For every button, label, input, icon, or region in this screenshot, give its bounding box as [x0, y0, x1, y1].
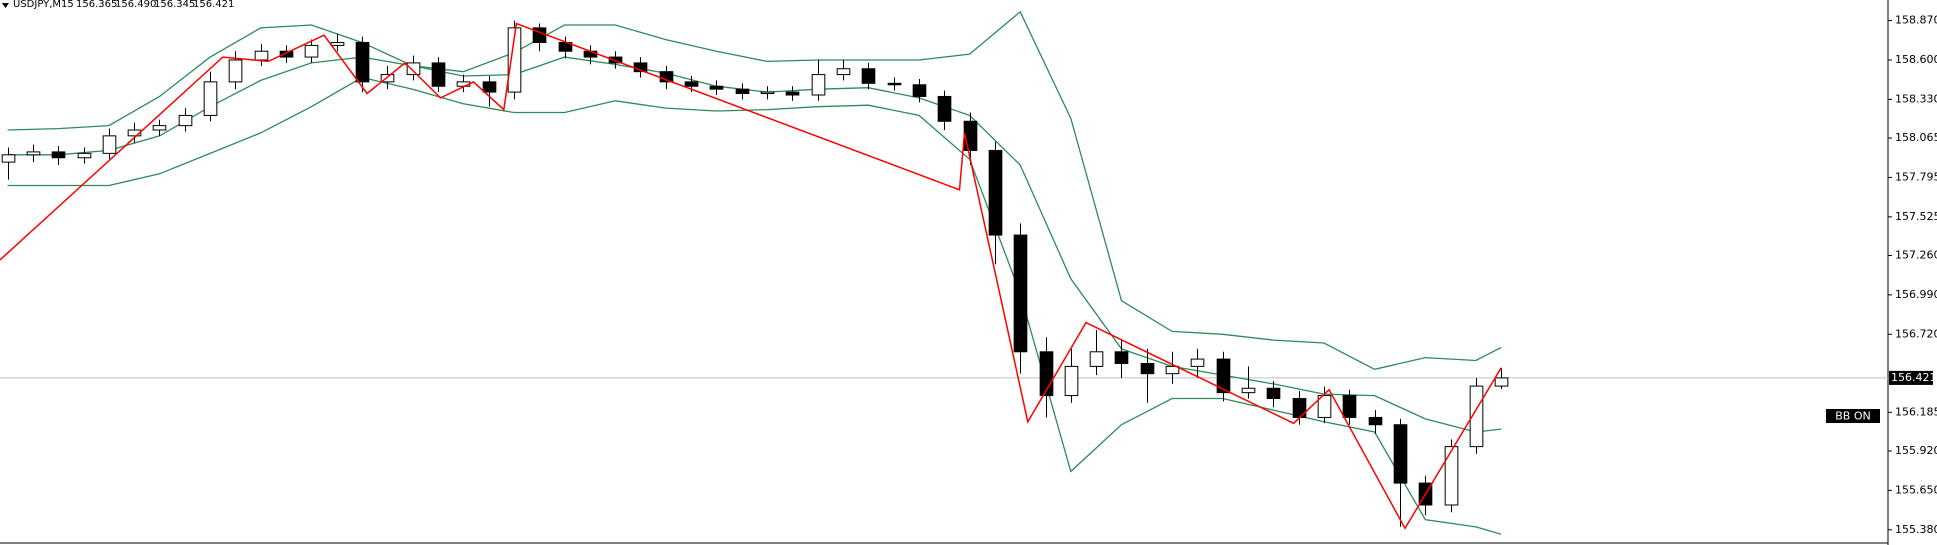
- candle-body: [912, 84, 927, 97]
- y-tick-label: 156.720: [1895, 327, 1937, 340]
- candle-body: [1165, 365, 1180, 375]
- candle-body: [1089, 351, 1104, 367]
- y-tick-label: 155.920: [1895, 444, 1937, 457]
- candle-body: [26, 151, 41, 156]
- candle-body: [1292, 397, 1307, 418]
- candle-body: [51, 151, 66, 159]
- candle-body: [887, 82, 902, 86]
- y-tick-label: 158.870: [1895, 14, 1937, 27]
- candle-body: [811, 74, 826, 96]
- candle-body: [1064, 365, 1079, 397]
- candle-body: [127, 129, 142, 137]
- candle-body: [1393, 424, 1408, 484]
- candle-body: [304, 44, 319, 58]
- candle-body: [1444, 446, 1459, 506]
- symbol-title: USDJPY,M15: [13, 0, 74, 10]
- candle-body: [1013, 234, 1028, 353]
- candle-body: [1469, 385, 1484, 448]
- candle-body: [1342, 395, 1357, 418]
- bollinger-band: [7, 10, 1502, 370]
- y-tick-label: 157.525: [1895, 210, 1937, 223]
- candle-body: [861, 68, 876, 84]
- candle-body: [1, 154, 16, 163]
- candle-body: [1368, 416, 1383, 426]
- candle-body: [785, 91, 800, 96]
- y-tick-label: 157.795: [1895, 170, 1937, 183]
- y-tick-label: 158.065: [1895, 131, 1937, 144]
- candle-body: [355, 41, 370, 83]
- indicator-label: BB ON: [1835, 410, 1870, 423]
- candle-body: [1494, 377, 1509, 387]
- candle-body: [1190, 358, 1205, 367]
- quote-open: 156.365: [76, 0, 117, 10]
- candle-body: [431, 62, 446, 87]
- candle-body: [330, 41, 345, 46]
- quote-high: 156.490: [115, 0, 156, 10]
- candle-body: [937, 95, 952, 122]
- y-tick-label: 156.185: [1895, 405, 1937, 418]
- candle-body: [709, 85, 724, 90]
- candle-body: [1317, 395, 1332, 418]
- bollinger-band: [7, 76, 1502, 535]
- candle-body: [228, 59, 243, 83]
- candle-body: [1241, 387, 1256, 394]
- candle-body: [102, 135, 117, 154]
- y-tick-label: 155.650: [1895, 483, 1937, 496]
- y-tick-label: 157.260: [1895, 248, 1937, 261]
- candle-body: [279, 50, 294, 58]
- candle-body: [203, 81, 218, 116]
- candle-body: [1114, 351, 1129, 364]
- candle-body: [1140, 362, 1155, 375]
- candle-body: [178, 114, 193, 127]
- candle-body: [684, 81, 699, 87]
- candle-body: [1216, 358, 1231, 394]
- current-price-box: [1889, 370, 1933, 385]
- candle-body: [406, 62, 421, 76]
- candle-body: [1266, 387, 1281, 399]
- indicator-box: [1826, 409, 1880, 423]
- y-tick-label: 158.600: [1895, 53, 1937, 66]
- candle-body: [988, 149, 1003, 236]
- candle-body: [254, 50, 269, 61]
- quote-close: 156.421: [193, 0, 234, 10]
- zigzag-line: [0, 22, 1502, 530]
- candle-body: [482, 81, 497, 93]
- quote-low: 156.345: [154, 0, 195, 10]
- candle-body: [963, 120, 978, 151]
- candle-body: [152, 125, 167, 131]
- current-price-label: 156.421: [1891, 371, 1937, 384]
- y-tick-label: 158.330: [1895, 92, 1937, 105]
- candle-body: [836, 68, 851, 76]
- candle-body: [735, 88, 750, 95]
- header-arrow: [2, 3, 9, 8]
- candle-body: [507, 27, 522, 93]
- y-tick-label: 156.990: [1895, 288, 1937, 301]
- candle-body: [77, 152, 92, 159]
- candle-body: [380, 74, 395, 83]
- y-tick-label: 155.380: [1895, 523, 1937, 536]
- candle-body: [760, 91, 775, 95]
